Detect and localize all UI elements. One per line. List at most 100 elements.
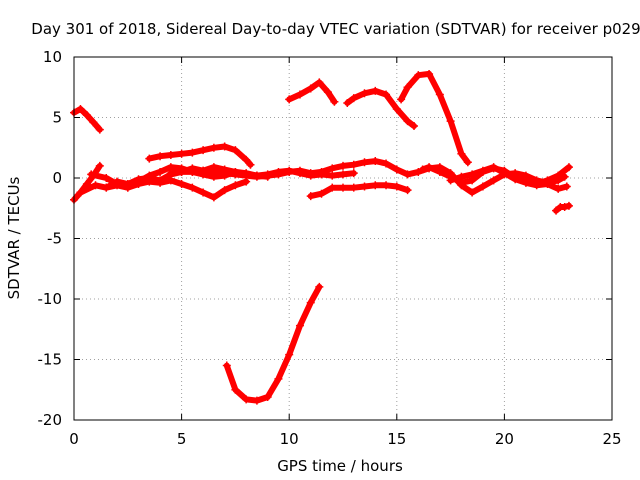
- data-point: [478, 182, 487, 191]
- data-point: [188, 148, 197, 157]
- data-point: [252, 396, 261, 405]
- data-point: [425, 69, 434, 78]
- series-line: [307, 182, 411, 200]
- data-point: [145, 154, 154, 163]
- data-point: [87, 170, 96, 179]
- y-tick-label: -15: [38, 351, 63, 369]
- data-point: [392, 165, 401, 174]
- data-point: [222, 361, 231, 370]
- data-point: [177, 180, 186, 189]
- data-point: [317, 167, 326, 176]
- data-point: [246, 160, 255, 169]
- data-point: [263, 171, 272, 180]
- data-point: [274, 170, 283, 179]
- data-point: [102, 183, 111, 192]
- data-point: [554, 171, 563, 180]
- x-tick-label: 25: [602, 430, 621, 448]
- data-point: [562, 182, 571, 191]
- data-point: [252, 172, 261, 181]
- data-point: [231, 170, 240, 179]
- data-point: [392, 105, 401, 114]
- data-point: [91, 181, 100, 190]
- data-point: [349, 160, 358, 169]
- data-point: [328, 171, 337, 180]
- series-arc-1: [70, 105, 104, 134]
- data-point: [489, 163, 498, 172]
- data-point: [560, 203, 569, 212]
- data-point: [166, 151, 175, 160]
- data-point: [403, 170, 412, 179]
- data-point: [323, 88, 332, 97]
- y-tick-label: -20: [38, 411, 63, 429]
- y-tick-label: -10: [38, 290, 63, 308]
- data-point: [242, 395, 251, 404]
- data-point: [410, 121, 419, 130]
- data-point: [156, 178, 165, 187]
- data-point: [82, 111, 91, 120]
- data-point: [403, 117, 412, 126]
- data-point: [306, 298, 315, 307]
- data-point: [543, 180, 552, 189]
- data-point: [468, 188, 477, 197]
- data-point: [435, 90, 444, 99]
- data-point: [330, 97, 339, 106]
- data-point: [95, 161, 104, 170]
- series-arc-8: [222, 282, 324, 405]
- x-tick-label: 5: [177, 430, 187, 448]
- series-arc-6: [145, 142, 255, 169]
- data-point: [188, 167, 197, 176]
- x-axis-label: GPS time / hours: [277, 457, 403, 475]
- series-line: [223, 283, 323, 404]
- data-point: [177, 149, 186, 158]
- data-point: [113, 181, 122, 190]
- data-point: [339, 170, 347, 179]
- series-arc-5: [102, 176, 251, 202]
- data-point: [414, 71, 423, 80]
- data-point: [306, 169, 315, 178]
- data-point: [552, 206, 561, 215]
- data-point: [500, 169, 509, 178]
- y-tick-label: 10: [43, 48, 62, 66]
- data-point: [511, 175, 520, 184]
- data-point: [425, 163, 434, 172]
- data-point: [306, 84, 315, 93]
- series-line: [344, 87, 417, 129]
- y-tick-label: 0: [52, 169, 62, 187]
- data-point: [209, 193, 218, 202]
- data-point: [76, 105, 85, 114]
- data-point: [418, 165, 427, 174]
- data-point: [360, 182, 369, 191]
- data-point: [231, 181, 240, 190]
- data-point: [156, 167, 165, 176]
- data-point: [382, 181, 391, 190]
- data-point: [403, 83, 412, 92]
- data-point: [220, 186, 229, 195]
- data-point: [199, 188, 208, 197]
- data-series: [70, 69, 573, 405]
- data-point: [134, 180, 143, 189]
- data-point: [285, 167, 294, 176]
- data-point: [285, 95, 294, 104]
- data-point: [349, 94, 358, 103]
- data-point: [435, 167, 444, 176]
- data-point: [343, 98, 352, 107]
- data-point: [315, 282, 324, 291]
- data-point: [231, 385, 240, 394]
- data-point: [156, 152, 165, 161]
- data-point: [521, 178, 530, 187]
- chart-title: Day 301 of 2018, Sidereal Day-to-day VTE…: [31, 20, 640, 38]
- data-point: [457, 172, 466, 181]
- data-point: [478, 166, 487, 175]
- x-tick-label: 20: [495, 430, 514, 448]
- data-point: [382, 159, 391, 168]
- data-point: [166, 169, 175, 178]
- data-point: [554, 184, 563, 193]
- x-tick-label: 0: [69, 430, 79, 448]
- data-point: [123, 183, 132, 192]
- data-point: [76, 188, 85, 197]
- data-point: [328, 183, 337, 192]
- data-point: [489, 176, 498, 185]
- series-arc-15: [552, 201, 573, 215]
- data-point: [220, 169, 229, 178]
